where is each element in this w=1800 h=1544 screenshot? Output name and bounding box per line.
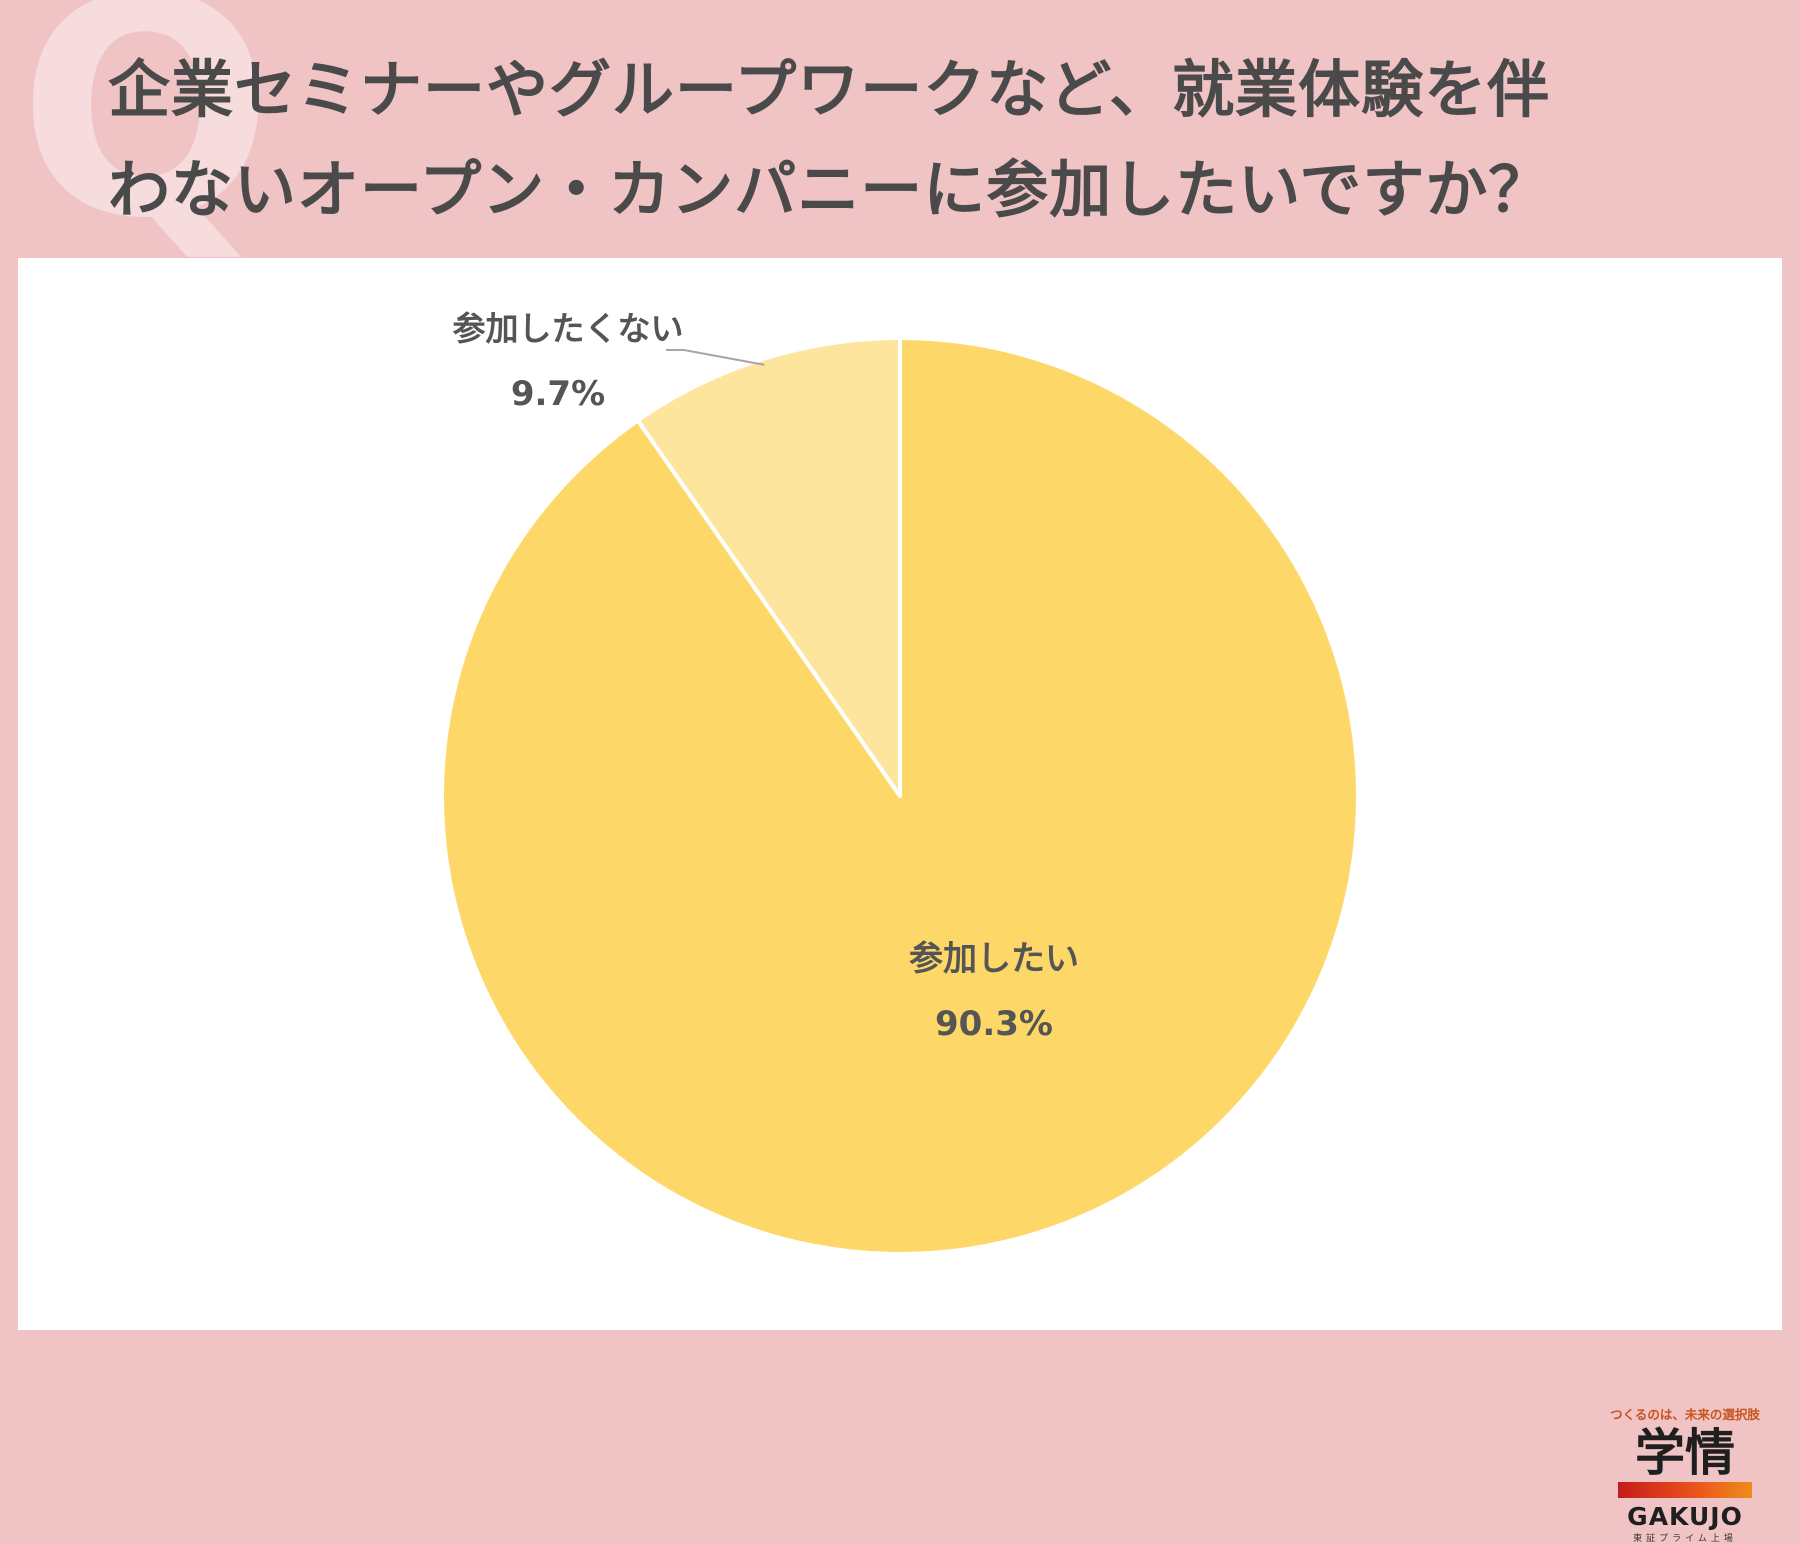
pie-label-1: 参加したくない	[453, 309, 684, 348]
title-line-1: 企業セミナーやグループワークなど、就業体験を伴	[108, 53, 1551, 126]
gakujo-logo: つくるのは、未来の選択肢 学情 GAKUJO 東証プライム上場	[1610, 1404, 1760, 1544]
title-line-2: わないオープン・カンパニーに参加したいですか？	[108, 153, 1552, 226]
logo-tagline: つくるのは、未来の選択肢	[1610, 1407, 1760, 1422]
page-title: 企業セミナーやグループワークなど、就業体験を伴 わないオープン・カンパニーに参加…	[108, 40, 1788, 240]
logo-sub: 東証プライム上場	[1633, 1533, 1737, 1544]
pie-slice-1	[635, 336, 902, 798]
pie-value-label-1: 9.7%	[511, 374, 605, 414]
pie-value-label-0: 90.3%	[935, 1004, 1053, 1044]
pie-chart: 参加したい 90.3% 参加したくない 9.7%	[440, 309, 1360, 1256]
logo-mark: 学情	[1635, 1424, 1735, 1482]
pie-leader-line-1	[666, 349, 765, 366]
logo-name: GAKUJO	[1627, 1501, 1743, 1531]
question-mark-decoration: Q	[18, 0, 274, 284]
logo-bar	[1618, 1481, 1752, 1498]
chart-panel: 参加したい 90.3% 参加したくない 9.7% つくるのは、未来の選択肢 学情 GA…	[18, 258, 1782, 1544]
pie-label-0: 参加したい	[909, 939, 1079, 979]
